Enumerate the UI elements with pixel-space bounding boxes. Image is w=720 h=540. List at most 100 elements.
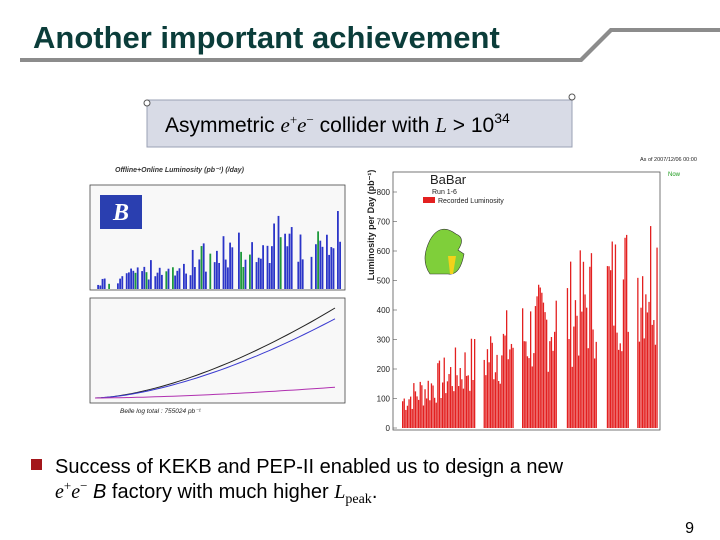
illustration-bar	[317, 231, 319, 289]
illustration-bar	[277, 215, 280, 289]
now-label: Now	[668, 172, 681, 178]
illustration-spike	[488, 362, 490, 428]
illustration-bar	[213, 262, 216, 289]
illustration-bar	[200, 246, 203, 289]
illustration-spike	[566, 288, 569, 428]
illustration-spike	[622, 279, 625, 428]
illustration-bar	[216, 250, 218, 289]
illustration-spike	[522, 308, 524, 428]
illustration-bar	[158, 267, 161, 289]
illustration-spike	[418, 399, 420, 428]
illustration-spike	[485, 375, 487, 428]
illustration-bar	[222, 236, 225, 289]
illustration-spike	[467, 375, 469, 428]
illustration-spike	[530, 311, 532, 428]
illustration-bar	[198, 259, 201, 289]
illustration-spike	[445, 393, 447, 428]
illustration-bar	[167, 268, 170, 289]
illustration-spike	[414, 391, 417, 428]
illustration-spike	[402, 401, 404, 428]
illustration-spike	[434, 397, 436, 428]
bullet-line: e+e− B factory with much higher Lpeak.	[55, 478, 377, 507]
illustration-bar	[141, 271, 143, 289]
illustration-bar	[279, 237, 282, 289]
illustration-spike	[528, 358, 530, 428]
illustration-bar	[238, 232, 240, 289]
y-tick-label: 100	[377, 395, 391, 404]
legend-swatch	[423, 197, 435, 203]
illustration-spike	[405, 409, 407, 428]
illustration-bar	[337, 211, 339, 289]
callout-part: > 10	[447, 114, 494, 137]
illustration-spike	[642, 276, 644, 428]
illustration-spike	[606, 266, 609, 428]
illustration-spike	[512, 347, 514, 428]
illustration-bar	[178, 268, 181, 289]
illustration-spike	[507, 359, 509, 428]
illustration-spike	[509, 349, 511, 428]
illustration-bar	[145, 272, 148, 289]
y-tick-label: 300	[377, 336, 391, 345]
illustration-bar	[299, 234, 302, 289]
illustration-bar	[319, 240, 322, 289]
illustration-line	[94, 307, 336, 399]
illustration-spike	[541, 292, 543, 428]
illustration-spike	[440, 398, 442, 428]
bullet-part: e	[71, 481, 80, 503]
illustration-spike	[573, 326, 575, 428]
illustration-spike	[650, 226, 652, 428]
illustration-bar	[330, 247, 333, 289]
plot-title: Offline+Online Luminosity (pb⁻¹) (/day)	[115, 167, 245, 174]
illustration-spike	[531, 366, 533, 428]
illustration-bar	[332, 248, 335, 289]
illustration-bar	[244, 259, 247, 289]
illustration-spike	[555, 300, 557, 428]
page-number: 9	[685, 520, 694, 537]
illustration-spike	[510, 343, 513, 428]
illustration-spike	[613, 325, 615, 428]
illustration-spike	[570, 261, 572, 428]
callout-part: +	[290, 112, 297, 127]
illustration-spike	[456, 375, 458, 428]
y-tick-label: 700	[377, 218, 391, 227]
illustration-bar	[99, 285, 102, 289]
illustration-bar	[176, 270, 179, 289]
illustration-bar	[310, 256, 313, 289]
illustration-spike	[646, 312, 649, 428]
illustration-spike	[462, 388, 465, 428]
illustration-bar	[227, 267, 229, 289]
illustration-bar	[255, 262, 258, 289]
bullet-part: .	[372, 481, 378, 503]
y-tick-label: 500	[377, 277, 391, 286]
illustration-spike	[544, 312, 546, 428]
illustration-line	[95, 386, 336, 399]
illustration-bar	[185, 273, 187, 289]
illustration-spike	[454, 347, 457, 428]
illustration-bar	[150, 260, 152, 289]
illustration-bar	[101, 278, 104, 289]
belle-logo	[100, 195, 142, 229]
illustration-spike	[554, 331, 556, 428]
illustration-spike	[590, 253, 593, 428]
bullet-part: +	[64, 478, 71, 493]
illustration-bar	[147, 279, 150, 289]
illustration-bar	[262, 245, 264, 289]
illustration-spike	[451, 386, 453, 428]
illustration-spike	[459, 368, 461, 428]
illustration-spike	[424, 389, 426, 428]
callout-part: collider with	[314, 114, 435, 137]
right-plot: BaBar Run 1-6 Recorded Luminosity Lumino…	[366, 157, 697, 433]
illustration-spike	[496, 354, 498, 428]
illustration-spike	[534, 306, 537, 428]
bullet-marker	[31, 459, 42, 470]
illustration-spike	[574, 300, 577, 428]
illustration-bar	[121, 276, 124, 289]
illustration-bar	[257, 257, 260, 289]
illustration-bar	[231, 247, 234, 289]
illustration-spike	[619, 343, 621, 428]
illustration-bar	[224, 259, 227, 289]
illustration-bar	[218, 262, 220, 289]
illustration-spike	[413, 383, 415, 428]
illustration-spike	[626, 234, 628, 428]
